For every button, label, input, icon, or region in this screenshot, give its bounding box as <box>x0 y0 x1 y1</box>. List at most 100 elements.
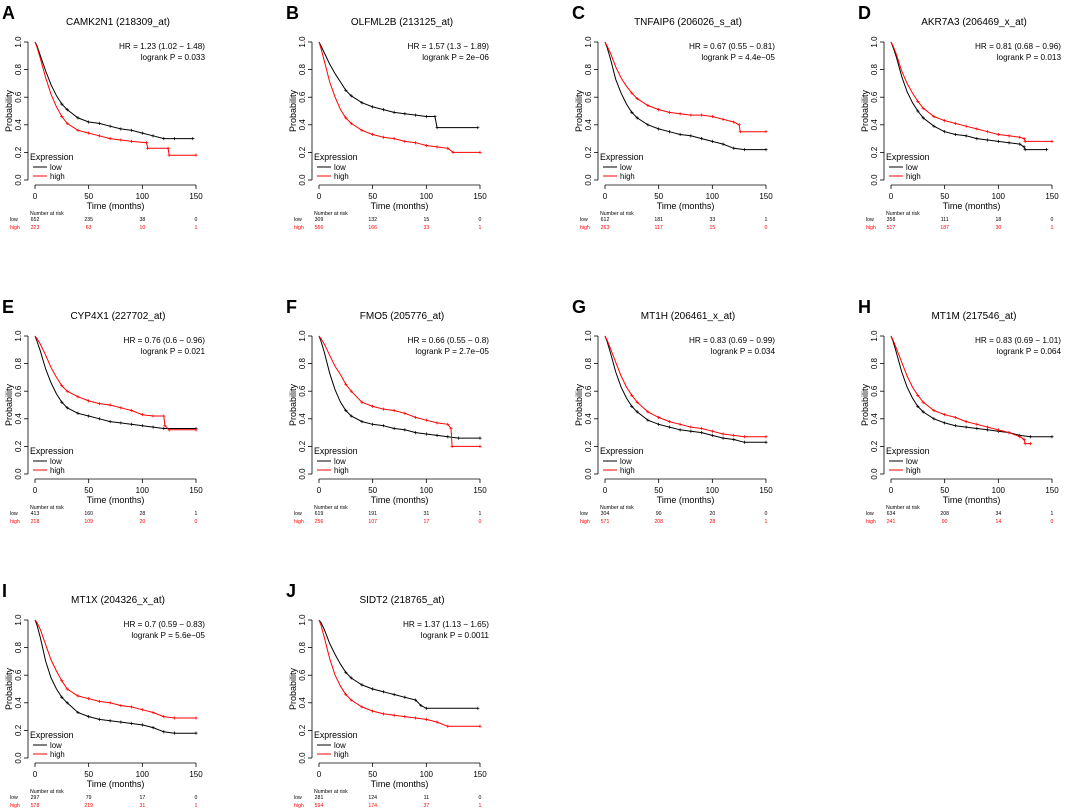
censor-mark-high <box>87 399 91 403</box>
y-tick-label: 0.6 <box>14 91 23 103</box>
risk-row-label: low <box>866 217 874 223</box>
y-tick-label: 0.0 <box>14 174 23 186</box>
censor-mark-high <box>964 124 968 128</box>
risk-table-title: Number at risk <box>600 505 634 511</box>
panel-letter: G <box>572 297 586 317</box>
censor-mark-high <box>1018 435 1022 439</box>
risk-row-label: high <box>294 225 304 231</box>
censor-mark-low <box>414 698 418 702</box>
censor-mark-low <box>943 130 947 134</box>
x-tick-label: 150 <box>189 486 203 495</box>
risk-row-label: high <box>10 519 20 525</box>
censor-mark-low <box>424 432 428 436</box>
censor-mark-high <box>975 127 979 131</box>
risk-value: 566 <box>315 225 324 231</box>
censor-mark-high <box>986 130 990 134</box>
panel-title: MT1X (204326_x_at) <box>71 595 165 606</box>
risk-table-title: Number at risk <box>886 505 920 511</box>
censor-mark-low <box>371 687 375 691</box>
x-tick-label: 50 <box>940 486 949 495</box>
y-tick-label: 0.2 <box>14 440 23 452</box>
x-tick-label: 150 <box>189 192 203 201</box>
risk-value: 63 <box>86 225 92 231</box>
x-tick-label: 100 <box>136 192 150 201</box>
censor-mark-low <box>975 137 979 141</box>
censor-mark-high <box>1022 437 1026 442</box>
y-tick-label: 0.4 <box>14 119 23 131</box>
logrank-p: logrank P = 0.013 <box>997 53 1062 62</box>
censor-mark-low <box>60 695 64 699</box>
censor-mark-high <box>732 433 736 437</box>
y-tick-label: 0.6 <box>298 91 307 103</box>
y-tick-label: 0.4 <box>584 119 593 131</box>
risk-row-label: low <box>10 795 18 801</box>
censor-mark-low <box>76 411 80 415</box>
x-tick-label: 0 <box>889 192 894 201</box>
censor-mark-low <box>678 132 682 137</box>
panel-letter: H <box>858 297 871 317</box>
logrank-p: logrank P = 2.7e−05 <box>415 347 489 356</box>
censor-mark-high <box>764 130 768 134</box>
risk-value: 256 <box>315 519 324 525</box>
hazard-ratio: HR = 0.67 (0.55 − 0.81) <box>689 42 775 51</box>
censor-mark-low <box>964 425 968 429</box>
survival-curve-low <box>34 335 196 429</box>
censor-mark-high <box>381 712 385 716</box>
censor-mark-low <box>119 421 123 425</box>
y-tick-label: 0.6 <box>870 91 879 103</box>
censor-mark-low <box>446 435 450 439</box>
risk-value: 413 <box>31 511 40 517</box>
risk-value: 1 <box>765 217 768 223</box>
censor-mark-low <box>162 137 166 141</box>
censor-mark-high <box>392 408 396 413</box>
censor-mark-low <box>65 108 69 112</box>
risk-value: 0 <box>195 795 198 801</box>
censor-mark-low <box>456 436 461 440</box>
censor-mark-low <box>657 422 661 426</box>
risk-value: 0 <box>1051 519 1054 525</box>
x-axis-title: Time (months) <box>87 201 145 211</box>
censor-mark-high <box>916 393 920 397</box>
risk-value: 31 <box>423 511 429 517</box>
risk-row-label: low <box>580 217 588 223</box>
censor-mark-high <box>678 422 682 426</box>
censor-mark-low <box>721 436 725 440</box>
y-tick-label: 0.6 <box>298 669 307 681</box>
y-tick-label: 0.4 <box>298 413 307 425</box>
panel-letter: B <box>286 3 299 23</box>
risk-row-label: low <box>10 511 18 517</box>
y-tick-label: 0.0 <box>298 174 307 186</box>
censor-mark-high <box>996 428 1000 432</box>
y-tick-label: 0.0 <box>870 174 879 186</box>
censor-mark-high <box>403 715 407 719</box>
risk-value: 578 <box>31 803 40 809</box>
risk-value: 619 <box>315 511 324 517</box>
y-tick-label: 0.2 <box>298 440 307 452</box>
y-axis-title: Probability <box>4 667 14 710</box>
censor-mark-low <box>742 148 747 152</box>
risk-value: 0 <box>195 519 198 525</box>
x-tick-label: 0 <box>33 486 38 495</box>
censor-mark-low <box>76 116 80 120</box>
x-axis-title: Time (months) <box>371 779 429 789</box>
risk-value: 28 <box>709 519 715 525</box>
hazard-ratio: HR = 1.37 (1.13 − 1.65) <box>403 620 489 629</box>
censor-mark-low <box>191 137 195 141</box>
x-tick-label: 0 <box>317 486 322 495</box>
x-tick-label: 150 <box>759 486 773 495</box>
censor-mark-low <box>381 424 385 428</box>
censor-mark-high <box>446 724 450 728</box>
risk-value: 17 <box>139 795 145 801</box>
censor-mark-high <box>76 395 80 399</box>
censor-mark-high <box>60 384 64 388</box>
x-tick-label: 100 <box>992 192 1006 201</box>
risk-value: 594 <box>315 803 324 809</box>
censor-mark-high <box>162 715 166 719</box>
censor-mark-high <box>1050 139 1054 143</box>
censor-mark-high <box>975 422 979 426</box>
censor-mark-low <box>700 431 704 435</box>
hazard-ratio: HR = 0.83 (0.69 − 0.99) <box>689 336 775 345</box>
y-tick-label: 0.8 <box>14 357 23 369</box>
censor-mark-low <box>392 692 396 697</box>
censor-mark-low <box>916 404 920 408</box>
